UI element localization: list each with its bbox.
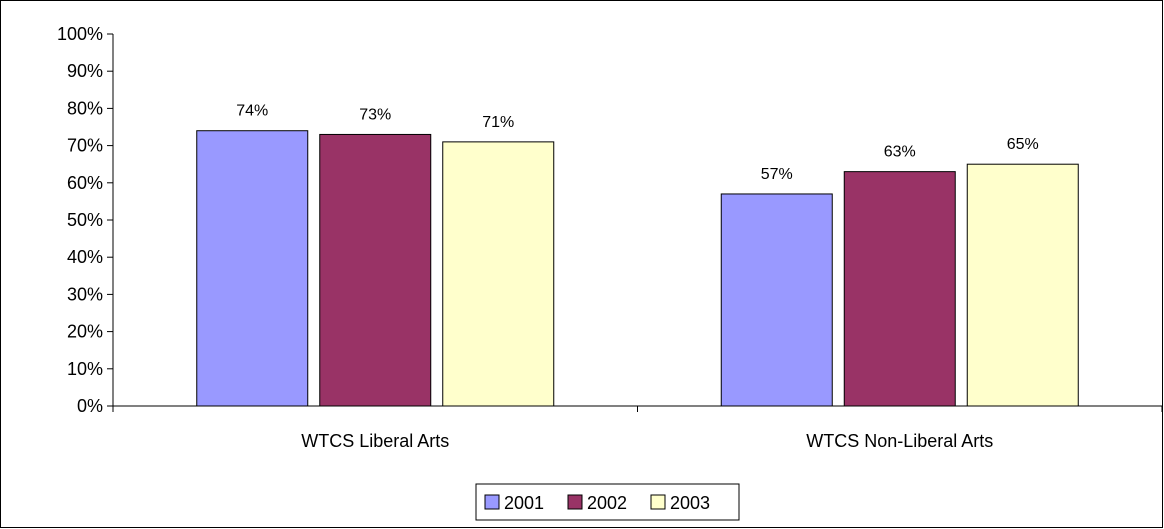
legend-swatch-2002 — [567, 494, 583, 510]
y-tick-label: 0% — [77, 396, 103, 416]
legend-label: 2001 — [504, 493, 544, 513]
bar-2002-0 — [319, 133, 432, 407]
data-label: 71% — [482, 114, 514, 131]
y-tick-label: 10% — [67, 359, 103, 379]
y-tick-label: 100% — [57, 24, 103, 44]
bars: 74% 73% 71% 57% 63% 65% — [196, 103, 1079, 407]
data-label: 73% — [359, 106, 391, 123]
bar-2001-0 — [196, 130, 309, 407]
legend-label: 2003 — [670, 493, 710, 513]
data-label: 74% — [236, 103, 268, 120]
bar-2002-1 — [843, 171, 956, 407]
y-tick-label: 70% — [67, 136, 103, 156]
y-tick-label: 40% — [67, 247, 103, 267]
bar-2003-1 — [966, 163, 1079, 407]
legend-box — [475, 483, 740, 521]
x-axis: WTCS Liberal Arts WTCS Non-Liberal Arts — [112, 405, 1162, 451]
y-axis: 0% 10% 20% 30% 40% 50% 60% 70% 80% 90% 100% — [57, 24, 114, 416]
bar-2003-0 — [442, 141, 555, 407]
y-tick-label: 50% — [67, 210, 103, 230]
bar-2001-1 — [720, 193, 833, 407]
y-tick-label: 60% — [67, 173, 103, 193]
y-tick-label: 80% — [67, 98, 103, 118]
legend: 2001 2002 2003 — [475, 483, 740, 521]
data-label: 57% — [761, 166, 793, 183]
data-label: 63% — [884, 144, 916, 161]
legend-swatch-2001 — [484, 494, 500, 510]
y-tick-label: 20% — [67, 322, 103, 342]
legend-label: 2002 — [587, 493, 627, 513]
y-tick-label: 30% — [67, 284, 103, 304]
category-label: WTCS Non-Liberal Arts — [806, 431, 993, 451]
legend-swatch-2003 — [650, 494, 666, 510]
category-label: WTCS Liberal Arts — [301, 431, 449, 451]
data-label: 65% — [1007, 136, 1039, 153]
y-tick-label: 90% — [67, 61, 103, 81]
